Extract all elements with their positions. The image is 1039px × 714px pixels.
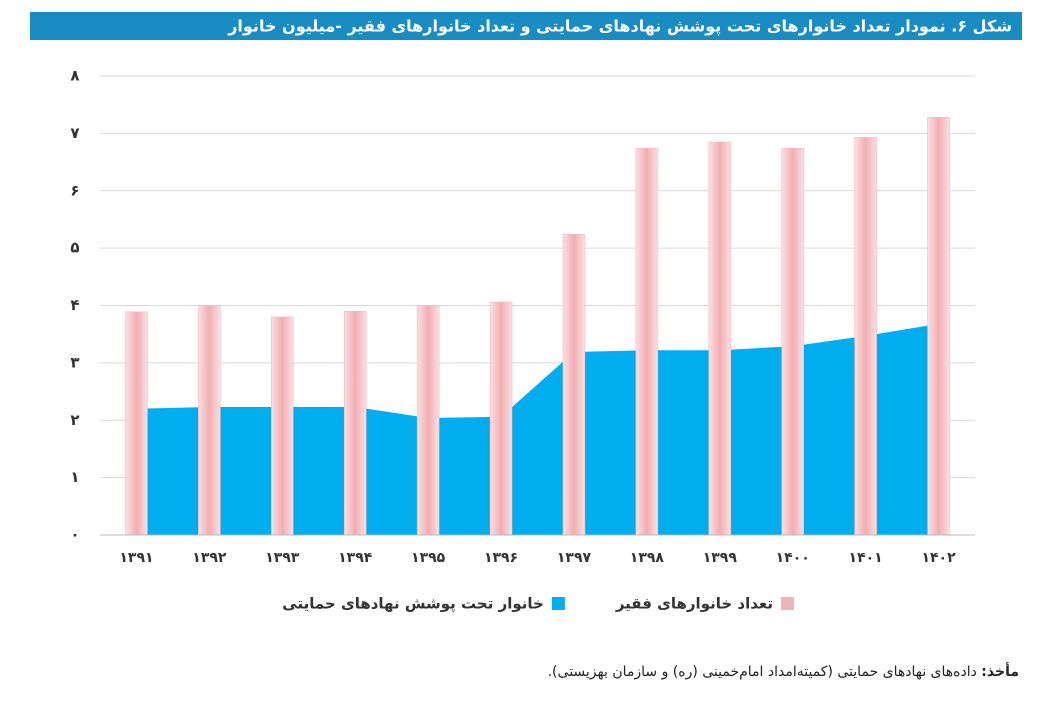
x-tick-label: ۱۳۹۴ <box>338 550 373 566</box>
y-tick-label: ۳ <box>70 353 79 371</box>
y-tick-label: ۸ <box>70 67 79 85</box>
bar <box>343 310 367 536</box>
bar <box>125 311 148 536</box>
x-tick-label: ۱۳۹۸ <box>630 550 665 566</box>
y-tick-label: ۴ <box>70 296 79 314</box>
legend-label: تعداد خانوارهای فقیر <box>615 595 773 613</box>
y-tick-label: ۶ <box>70 181 79 199</box>
bar <box>489 301 513 536</box>
chart-title: شکل ۶. نمودار تعداد خانوارهای تحت پوشش ن… <box>227 17 1012 37</box>
bar <box>635 148 659 536</box>
bar <box>927 117 950 536</box>
source-note: مأخذ: داده‌های نهادهای حمایتی (کمیته‌امد… <box>548 664 1019 680</box>
x-tick-label: ۱۳۹۲ <box>192 550 227 566</box>
bar <box>562 234 586 536</box>
bar <box>708 141 732 536</box>
bar <box>416 305 440 536</box>
y-tick-label: ۷ <box>70 124 79 142</box>
area <box>136 323 939 535</box>
x-tick-label: ۱۳۹۱ <box>119 550 153 566</box>
legend-label: خانوار تحت پوشش نهادهای حمایتی <box>282 595 544 614</box>
bar <box>854 137 877 536</box>
x-tick-label: ۱۳۹۷ <box>557 550 592 566</box>
bar <box>271 316 294 536</box>
chart: شکل ۶. نمودار تعداد خانوارهای تحت پوشش ن… <box>30 12 1022 614</box>
source-text: داده‌های نهادهای حمایتی (کمیته‌امداد اما… <box>547 664 982 680</box>
bar <box>781 148 804 536</box>
x-tick-label: ۱۴۰۰ <box>776 550 810 566</box>
y-tick-label: ۱ <box>70 468 79 486</box>
y-tick-label: ۰ <box>70 526 79 544</box>
x-tick-label: ۱۳۹۶ <box>484 550 518 566</box>
source-label: مأخذ: <box>981 664 1019 680</box>
x-tick-label: ۱۳۹۹ <box>703 550 738 566</box>
title-bar <box>30 12 1022 40</box>
legend-swatch <box>551 597 565 610</box>
x-tick-label: ۱۴۰۱ <box>849 550 883 566</box>
legend-swatch <box>781 597 794 610</box>
x-tick-label: ۱۴۰۲ <box>921 550 956 566</box>
x-tick-label: ۱۳۹۵ <box>411 550 446 566</box>
bar <box>198 305 221 536</box>
y-tick-label: ۵ <box>70 239 79 257</box>
x-tick-label: ۱۳۹۳ <box>265 550 300 566</box>
y-tick-label: ۲ <box>70 411 79 429</box>
